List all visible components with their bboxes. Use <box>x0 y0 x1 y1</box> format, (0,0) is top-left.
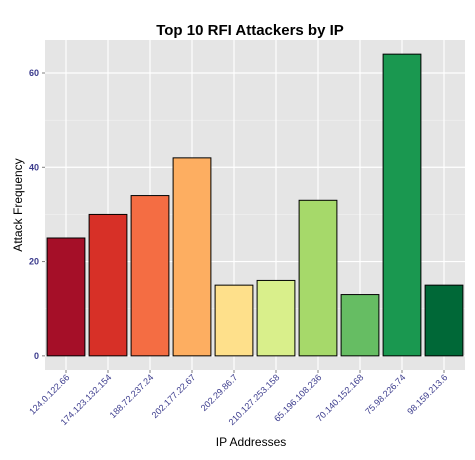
bar <box>172 157 212 357</box>
x-tick-label: 124.0.122.66 <box>27 372 71 416</box>
chart-title: Top 10 RFI Attackers by IP <box>156 22 344 39</box>
x-axis-ticks: 124.0.122.66174.123.132.154188.72.237.24… <box>27 370 449 427</box>
y-tick-label: 60 <box>29 68 39 78</box>
bar <box>214 284 254 357</box>
bar <box>88 213 128 357</box>
bars <box>46 53 464 357</box>
x-tick-label: 75.98.226.74 <box>363 372 407 416</box>
bar <box>424 284 464 357</box>
bar <box>382 53 422 357</box>
y-axis-title: Attack Frequency <box>11 158 25 251</box>
bar <box>340 294 380 357</box>
x-tick-label: 98.159.213.6 <box>405 372 449 416</box>
bar <box>46 237 86 357</box>
x-tick-label: 202.29.86.7 <box>199 372 240 413</box>
x-axis-title: IP Addresses <box>216 435 287 449</box>
y-tick-label: 0 <box>34 351 39 361</box>
x-tick-label: 202.177.22.67 <box>150 372 198 420</box>
y-tick-label: 20 <box>29 257 39 267</box>
bar <box>256 279 296 357</box>
bar <box>130 195 170 357</box>
y-tick-label: 40 <box>29 162 39 172</box>
bar <box>298 199 338 357</box>
y-axis-ticks: 0 20 40 60 <box>29 68 45 361</box>
x-tick-label: 188.72.237.24 <box>108 372 156 420</box>
